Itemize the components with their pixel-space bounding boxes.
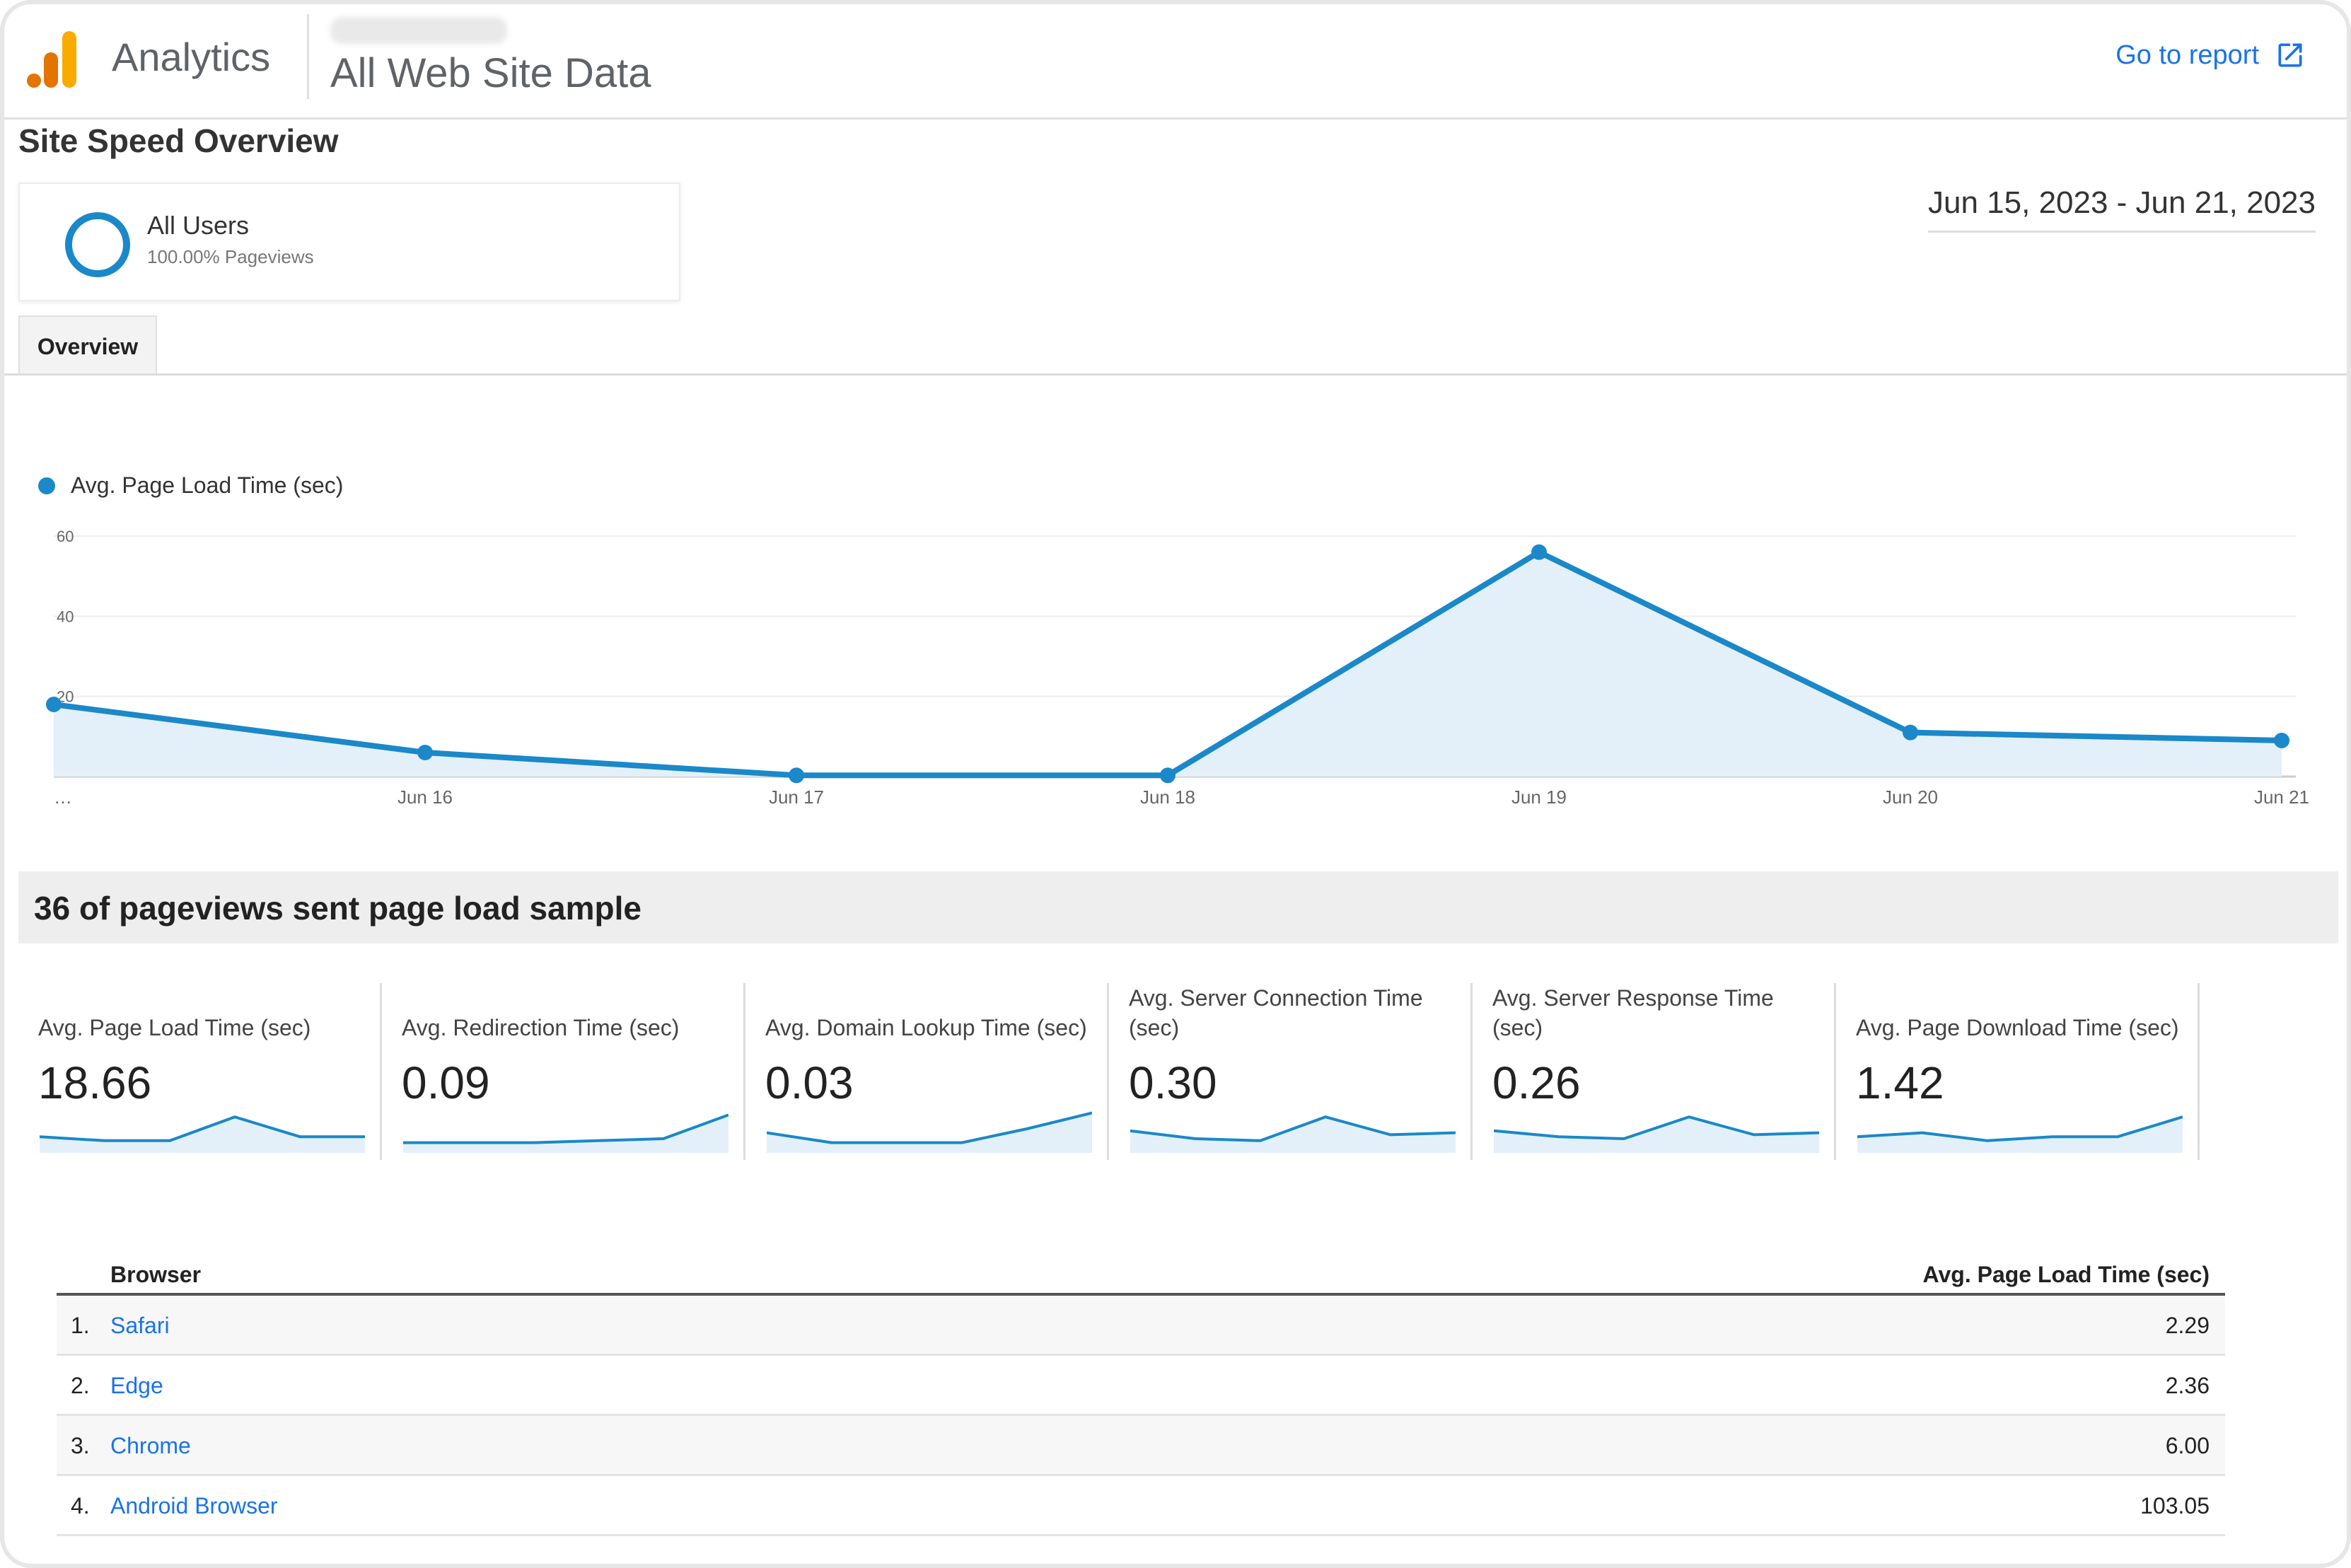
column-header-load-time[interactable]: Avg. Page Load Time (sec) bbox=[1922, 1262, 2210, 1287]
metric-sparkline bbox=[1857, 1115, 2183, 1153]
y-tick-label: 40 bbox=[57, 608, 74, 625]
segment-subtitle: 100.00% Pageviews bbox=[147, 246, 314, 267]
row-index: 1. bbox=[71, 1313, 90, 1338]
x-tick-label: Jun 18 bbox=[1140, 786, 1195, 808]
metric-sparkline bbox=[403, 1113, 728, 1153]
data-point[interactable] bbox=[1160, 767, 1176, 784]
data-point[interactable] bbox=[1903, 724, 1918, 741]
series-area bbox=[54, 552, 2282, 777]
tab-overview[interactable]: Overview bbox=[18, 315, 157, 373]
legend-label: Avg. Page Load Time (sec) bbox=[71, 472, 344, 498]
segment-ring-icon bbox=[65, 212, 130, 277]
metric-card[interactable]: Avg. Redirection Time (sec) 0.09 bbox=[382, 983, 745, 1160]
sparkline-line bbox=[1494, 1115, 1819, 1141]
table-header: Browser Avg. Page Load Time (sec) bbox=[57, 1249, 2225, 1296]
load-time-value: 2.29 bbox=[2165, 1313, 2210, 1338]
y-tick-label: 60 bbox=[57, 528, 74, 545]
metric-card[interactable]: Avg. Page Download Time (sec) 1.42 bbox=[1836, 983, 2200, 1160]
metric-label: Avg. Page Download Time (sec) bbox=[1856, 1015, 2179, 1040]
load-time-value: 103.05 bbox=[2140, 1493, 2210, 1518]
metric-value: 0.03 bbox=[765, 1057, 854, 1108]
data-point[interactable] bbox=[789, 767, 804, 784]
metric-label: Avg. Server Connection Time (sec) bbox=[1129, 985, 1423, 1040]
external-link-icon bbox=[2278, 43, 2302, 67]
property-selector[interactable]: All Web Site Data bbox=[307, 14, 651, 99]
metric-sparkline bbox=[1130, 1115, 1456, 1153]
row-index: 2. bbox=[71, 1373, 90, 1398]
x-tick-label: Jun 20 bbox=[1883, 786, 1938, 808]
metric-sparkline bbox=[767, 1111, 1092, 1153]
page-title: Site Speed Overview bbox=[18, 122, 339, 159]
metric-card[interactable]: Avg. Domain Lookup Time (sec) 0.03 bbox=[745, 983, 1109, 1160]
tab-bar: Overview bbox=[4, 315, 2347, 376]
x-tick-label: … bbox=[54, 786, 72, 808]
top-bar: Analytics All Web Site Data Go to report bbox=[4, 4, 2347, 120]
sparkline-area bbox=[1857, 1117, 2183, 1153]
legend-dot-icon bbox=[38, 477, 55, 494]
data-point[interactable] bbox=[46, 697, 62, 712]
data-point[interactable] bbox=[417, 745, 433, 760]
table-row: 2. Edge 2.36 bbox=[57, 1356, 2225, 1416]
browser-table: Browser Avg. Page Load Time (sec) 1. Safa… bbox=[57, 1249, 2225, 1536]
sparkline-line bbox=[40, 1115, 365, 1142]
chart-legend: Avg. Page Load Time (sec) bbox=[38, 472, 343, 499]
browser-link[interactable]: Chrome bbox=[110, 1433, 191, 1458]
go-to-report-link[interactable]: Go to report bbox=[2115, 40, 2306, 71]
app-name: Analytics bbox=[112, 35, 271, 79]
segment-label: All Users bbox=[147, 211, 250, 240]
sparkline-line bbox=[1130, 1115, 1456, 1142]
table-row: 3. Chrome 6.00 bbox=[57, 1416, 2225, 1476]
data-point[interactable] bbox=[2274, 733, 2289, 748]
load-time-value: 6.00 bbox=[2165, 1433, 2210, 1458]
load-time-value: 2.36 bbox=[2165, 1373, 2210, 1398]
sparkline-area bbox=[1494, 1117, 1819, 1153]
x-tick-label: Jun 19 bbox=[1511, 786, 1567, 808]
sample-summary: 36 of pageviews sent page load sample bbox=[18, 871, 2338, 943]
sparkline-line bbox=[403, 1113, 728, 1144]
x-tick-label: Jun 16 bbox=[397, 786, 453, 808]
go-to-report-label: Go to report bbox=[2115, 40, 2259, 70]
metric-value: 0.30 bbox=[1129, 1057, 1217, 1108]
analytics-logo-icon bbox=[27, 31, 76, 88]
sparkline-area bbox=[767, 1113, 1092, 1153]
metric-sparkline bbox=[40, 1115, 365, 1153]
metric-value: 0.26 bbox=[1492, 1057, 1581, 1108]
browser-link[interactable]: Android Browser bbox=[110, 1493, 278, 1518]
column-header-browser[interactable]: Browser bbox=[110, 1262, 202, 1287]
sparkline-line bbox=[1857, 1115, 2183, 1142]
x-tick-label: Jun 21 bbox=[2254, 786, 2309, 808]
browser-link[interactable]: Safari bbox=[110, 1313, 170, 1338]
row-index: 3. bbox=[71, 1433, 90, 1458]
metric-label: Avg. Server Response Time (sec) bbox=[1492, 985, 1774, 1040]
sparkline-area bbox=[1130, 1117, 1456, 1153]
browser-link[interactable]: Edge bbox=[110, 1373, 163, 1398]
metric-label: Avg. Domain Lookup Time (sec) bbox=[765, 1015, 1087, 1040]
metric-value: 1.42 bbox=[1856, 1057, 1944, 1108]
date-range-picker[interactable]: Jun 15, 2023 - Jun 21, 2023 bbox=[1928, 185, 2316, 233]
data-point[interactable] bbox=[1531, 544, 1547, 560]
metric-value: 18.66 bbox=[38, 1057, 152, 1108]
segment-card[interactable]: All Users 100.00% Pageviews bbox=[18, 182, 680, 301]
metric-card[interactable]: Avg. Server Connection Time (sec) 0.30 bbox=[1109, 983, 1473, 1160]
account-name-redacted bbox=[330, 17, 507, 44]
metric-card[interactable]: Avg. Page Load Time (sec) 18.66 bbox=[18, 983, 382, 1160]
metric-card[interactable]: Avg. Server Response Time (sec) 0.26 bbox=[1473, 983, 1836, 1160]
sparkline-area bbox=[40, 1117, 365, 1153]
table-row: 1. Safari 2.29 bbox=[57, 1296, 2225, 1356]
metric-sparkline bbox=[1494, 1115, 1819, 1153]
row-index: 4. bbox=[71, 1493, 90, 1518]
sparkline-line bbox=[767, 1111, 1092, 1144]
table-row: 4. Android Browser 103.05 bbox=[57, 1476, 2225, 1536]
table-body: 1. Safari 2.29 2. Edge 2.36 3. Chrome 6.00 4. Andr… bbox=[57, 1296, 2225, 1536]
property-name: All Web Site Data bbox=[330, 50, 651, 96]
metric-value: 0.09 bbox=[402, 1057, 490, 1108]
metric-label: Avg. Page Load Time (sec) bbox=[38, 1015, 311, 1040]
metric-label: Avg. Redirection Time (sec) bbox=[402, 1015, 680, 1040]
x-tick-label: Jun 17 bbox=[769, 786, 824, 808]
